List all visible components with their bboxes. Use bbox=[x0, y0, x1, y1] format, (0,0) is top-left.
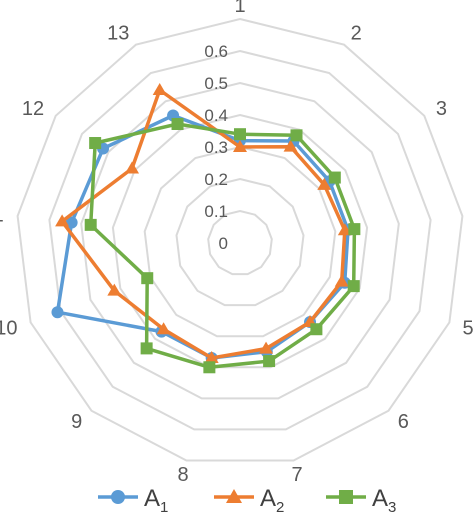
series-line bbox=[88, 122, 357, 370]
tick-label-0.6: 0.6 bbox=[204, 42, 228, 61]
category-label-8: 8 bbox=[177, 464, 188, 486]
category-label-10: 10 bbox=[0, 317, 18, 339]
legend-item-A2: A2 bbox=[214, 485, 284, 516]
data-point-10 bbox=[107, 283, 122, 296]
legend-marker bbox=[226, 489, 242, 503]
series-layer bbox=[51, 82, 361, 374]
data-point-4 bbox=[337, 223, 352, 236]
data-point-7 bbox=[263, 355, 276, 368]
data-point-11 bbox=[65, 216, 78, 229]
data-point-10 bbox=[51, 306, 64, 319]
category-label-2: 2 bbox=[351, 22, 362, 44]
grid-ring-3 bbox=[143, 145, 337, 338]
data-point-2 bbox=[283, 139, 298, 152]
category-label-9: 9 bbox=[71, 411, 82, 433]
category-label-6: 6 bbox=[398, 411, 409, 433]
tick-label-0.5: 0.5 bbox=[204, 74, 228, 93]
data-point-11 bbox=[84, 218, 97, 231]
tick-label-0.3: 0.3 bbox=[204, 138, 228, 157]
grid-ring-2 bbox=[175, 177, 305, 307]
data-point-13 bbox=[152, 82, 167, 95]
data-point-1 bbox=[233, 140, 247, 152]
tick-label-0: 0 bbox=[219, 234, 228, 253]
category-label-5: 5 bbox=[463, 317, 474, 339]
data-point-2 bbox=[290, 129, 303, 142]
tick-label-0.2: 0.2 bbox=[204, 170, 228, 189]
data-point-8 bbox=[204, 350, 219, 363]
legend-label: A2 bbox=[260, 485, 284, 516]
category-label-13: 13 bbox=[107, 22, 129, 44]
legend: A1 A2 A3 bbox=[98, 485, 396, 516]
data-point-8 bbox=[203, 361, 216, 374]
grid-ring-6 bbox=[48, 49, 432, 431]
data-point-9 bbox=[156, 322, 171, 335]
grid bbox=[16, 17, 464, 462]
data-point-7 bbox=[259, 341, 274, 354]
tick-label-0.1: 0.1 bbox=[204, 202, 228, 221]
tick-label-0.4: 0.4 bbox=[204, 106, 228, 125]
data-point-10 bbox=[141, 272, 154, 285]
grid-ring-4 bbox=[111, 113, 369, 369]
data-point-4 bbox=[348, 223, 361, 236]
legend-item-A1: A1 bbox=[98, 485, 168, 516]
legend-label: A3 bbox=[372, 485, 396, 516]
data-point-6 bbox=[310, 323, 323, 336]
data-point-1 bbox=[234, 128, 246, 141]
category-label-12: 12 bbox=[22, 98, 44, 120]
category-label-11: 11 bbox=[0, 204, 4, 226]
category-label-7: 7 bbox=[291, 464, 302, 486]
data-point-5 bbox=[334, 274, 349, 287]
category-label-3: 3 bbox=[436, 98, 447, 120]
data-point-12 bbox=[89, 137, 102, 150]
data-point-9 bbox=[140, 342, 153, 355]
data-point-13 bbox=[171, 117, 184, 130]
legend-item-A3: A3 bbox=[326, 485, 396, 516]
grid-ring-7 bbox=[16, 17, 464, 462]
legend-marker bbox=[111, 490, 125, 504]
data-point-3 bbox=[328, 171, 341, 184]
category-label-1: 1 bbox=[234, 0, 245, 17]
category-labels: 12345678910111213 bbox=[0, 0, 474, 486]
grid-ring-1 bbox=[207, 209, 273, 276]
data-point-11 bbox=[55, 214, 70, 227]
legend-marker bbox=[339, 490, 353, 504]
data-point-12 bbox=[125, 161, 140, 174]
data-point-5 bbox=[347, 280, 360, 293]
series-A3 bbox=[84, 117, 361, 374]
legend-label: A1 bbox=[144, 485, 168, 516]
radial-tick-labels: 0 0.1 0.2 0.3 0.4 0.5 0.6 bbox=[204, 42, 228, 253]
grid-ring-5 bbox=[80, 81, 400, 400]
series-line bbox=[60, 88, 347, 360]
data-point-3 bbox=[317, 177, 332, 190]
